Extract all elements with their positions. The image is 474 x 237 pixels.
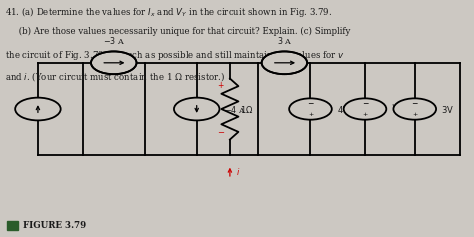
Text: $-4$ A: $-4$ A bbox=[224, 104, 246, 114]
Bar bbox=[7, 221, 18, 230]
Text: and $i$. (Your circuit must contain the 1 Ω resistor.): and $i$. (Your circuit must contain the … bbox=[5, 70, 225, 83]
Text: 41. (a) Determine the values for $I_x$ and $V_Y$ in the circuit shown in Fig. 3.: 41. (a) Determine the values for $I_x$ a… bbox=[5, 5, 332, 19]
Text: −: − bbox=[411, 99, 418, 108]
Text: +: + bbox=[308, 112, 313, 117]
Text: $-3$ A: $-3$ A bbox=[103, 35, 125, 46]
Text: $i$: $i$ bbox=[236, 166, 240, 177]
Circle shape bbox=[262, 51, 307, 74]
Text: $v$: $v$ bbox=[206, 105, 213, 114]
Text: −: − bbox=[217, 128, 224, 137]
Text: (b) Are those values necessarily unique for that circuit? Explain. (c) Simplify: (b) Are those values necessarily unique … bbox=[5, 27, 350, 36]
Circle shape bbox=[393, 98, 436, 120]
Text: $V_Y$: $V_Y$ bbox=[391, 103, 403, 115]
Text: the circuit of Fig. 3.79 as much as possible and still maintain the values for $: the circuit of Fig. 3.79 as much as poss… bbox=[5, 49, 345, 62]
Text: +: + bbox=[217, 81, 224, 90]
Circle shape bbox=[344, 98, 386, 120]
Text: −: − bbox=[307, 99, 314, 108]
Circle shape bbox=[174, 98, 219, 120]
Text: $3\mathrm{V}$: $3\mathrm{V}$ bbox=[441, 104, 454, 114]
Text: $4\mathrm{V}$: $4\mathrm{V}$ bbox=[337, 104, 349, 114]
Circle shape bbox=[289, 98, 332, 120]
Text: $I_x$: $I_x$ bbox=[18, 103, 26, 115]
Text: $1\Omega$: $1\Omega$ bbox=[240, 104, 254, 114]
Text: −: − bbox=[362, 99, 368, 108]
Text: FIGURE 3.79: FIGURE 3.79 bbox=[23, 221, 86, 230]
Text: +: + bbox=[412, 112, 418, 117]
Circle shape bbox=[91, 51, 137, 74]
Text: +: + bbox=[362, 112, 368, 117]
Circle shape bbox=[15, 98, 61, 120]
Text: $3$ A: $3$ A bbox=[277, 35, 292, 46]
